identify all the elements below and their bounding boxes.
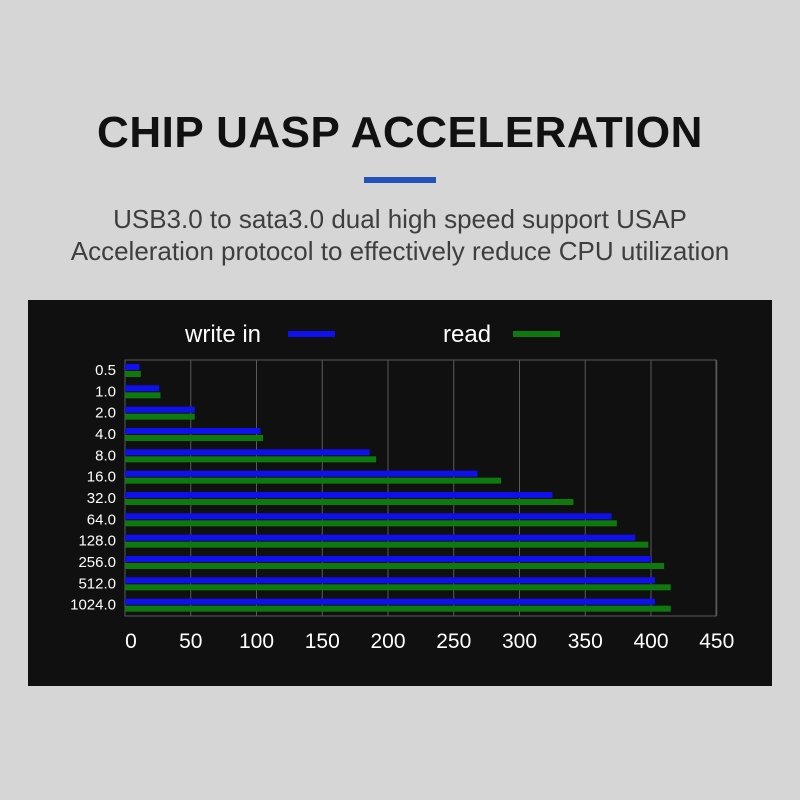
chart-bars [125, 364, 671, 612]
x-tick-label-2: 100 [239, 630, 274, 653]
legend-swatch-0 [288, 331, 335, 337]
bar-read-5 [125, 477, 502, 484]
bar-read-6 [125, 499, 574, 505]
y-tick-label-6: 32.0 [87, 490, 116, 507]
x-tick-label-3: 150 [305, 630, 340, 653]
x-tick-label-7: 350 [568, 630, 603, 653]
y-tick-label-9: 256.0 [78, 554, 116, 571]
y-tick-label-8: 128.0 [78, 533, 116, 550]
x-tick-label-0: 0 [125, 630, 137, 653]
bar-write-1 [125, 385, 160, 392]
bar-write-6 [125, 492, 553, 498]
bar-read-10 [125, 584, 671, 591]
bar-read-4 [125, 456, 377, 463]
chart-grid [124, 359, 718, 617]
bar-write-9 [125, 556, 651, 562]
plot-frame [124, 359, 717, 617]
y-tick-label-10: 512.0 [78, 575, 116, 592]
bar-write-7 [125, 513, 612, 520]
page-title: CHIP UASP ACCELERATION [97, 108, 703, 157]
x-tick-label-9: 450 [699, 630, 734, 653]
bar-write-10 [125, 577, 655, 584]
bar-write-4 [125, 449, 370, 456]
bar-read-2 [125, 413, 195, 420]
x-tick-label-8: 400 [633, 630, 668, 653]
x-tick-label-4: 200 [370, 630, 405, 653]
y-tick-label-5: 16.0 [87, 469, 116, 486]
subtitle-line-2: Acceleration protocol to effectively red… [70, 236, 730, 266]
x-tick-label-1: 50 [179, 630, 202, 653]
x-tick-label-5: 250 [436, 630, 471, 653]
x-axis-labels: 0 50 100 150 200 250 300 350 400 450 [125, 630, 734, 653]
bar-read-9 [125, 563, 665, 569]
y-tick-label-4: 8.0 [95, 447, 116, 464]
bar-read-0 [125, 371, 141, 377]
bar-write-11 [125, 598, 655, 605]
title-accent-bar [364, 177, 436, 183]
bar-read-8 [125, 541, 649, 548]
bar-read-7 [125, 520, 617, 527]
bar-read-11 [125, 605, 671, 612]
bar-write-8 [125, 534, 636, 541]
y-tick-label-3: 4.0 [95, 426, 116, 443]
speed-chart: write in read 0.5 1.0 2.0 4.0 8.0 16.0 32.0 64.0… [70, 321, 734, 653]
y-axis-labels: 0.5 1.0 2.0 4.0 8.0 16.0 32.0 64.0 128.0 256.0 512… [70, 362, 116, 614]
chart-legend: write in read [184, 321, 560, 348]
y-tick-label-1: 1.0 [95, 383, 116, 400]
bar-write-0 [125, 364, 140, 370]
bar-read-3 [125, 435, 264, 441]
y-tick-label-11: 1024.0 [70, 597, 116, 614]
bar-write-2 [125, 406, 195, 413]
legend-label-0: write in [184, 321, 261, 348]
subtitle-line-1: USB3.0 to sata3.0 dual high speed suppor… [113, 204, 687, 234]
bar-write-5 [125, 470, 478, 477]
legend-label-1: read [443, 321, 491, 348]
chart-panel: write in read 0.5 1.0 2.0 4.0 8.0 16.0 32.0 64.0… [28, 300, 772, 686]
bar-write-3 [125, 428, 261, 434]
y-tick-label-0: 0.5 [95, 362, 116, 379]
y-tick-label-2: 2.0 [95, 405, 116, 422]
bar-read-1 [125, 392, 161, 399]
y-tick-label-7: 64.0 [87, 511, 116, 528]
legend-swatch-1 [513, 331, 560, 337]
x-tick-label-6: 300 [502, 630, 537, 653]
